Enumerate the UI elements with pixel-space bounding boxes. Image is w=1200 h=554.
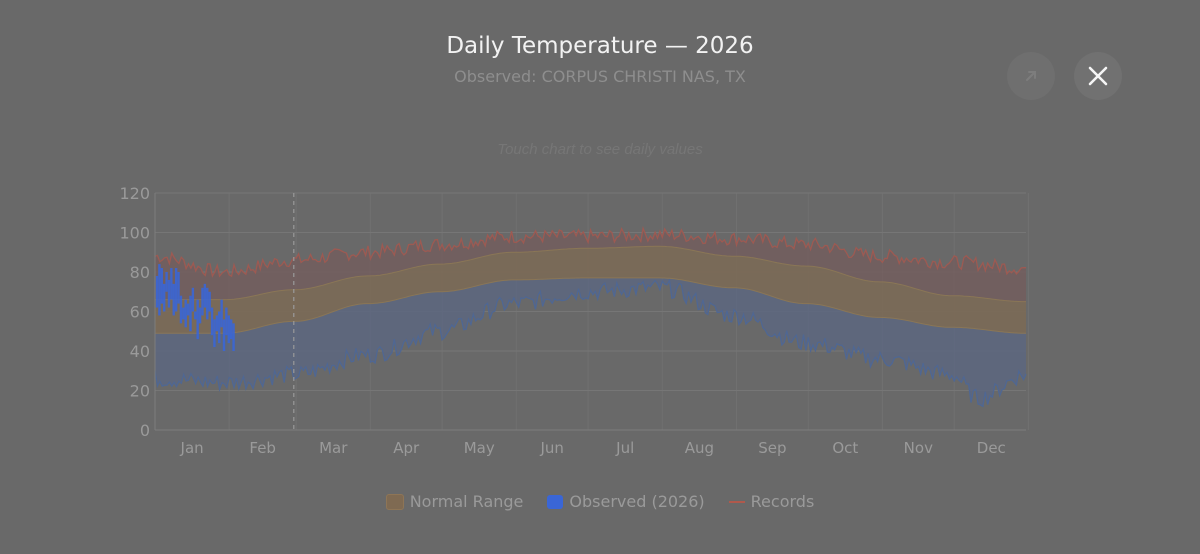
share-button[interactable] (1007, 52, 1055, 100)
normal-range-area (155, 246, 1026, 334)
x-tick-label: Sep (758, 439, 786, 457)
observed-day-bar (167, 279, 171, 308)
close-button[interactable] (1074, 52, 1122, 100)
legend-records[interactable]: Records (728, 492, 815, 511)
normal-range-band (155, 245, 1026, 334)
x-axis: Jan Feb Mar Apr May Jun Jul Aug Sep Oct Nov Dec (155, 429, 1026, 457)
x-tick-label: May (464, 439, 495, 457)
observed-day-bar (208, 291, 211, 312)
observed-day-bar (165, 272, 168, 292)
observed-day-bar (201, 287, 204, 316)
chart-legend: Normal Range Observed (2026) Records (0, 492, 1200, 511)
normal-low-line (155, 277, 1026, 334)
y-tick-label: 60 (130, 303, 150, 322)
observed-day-bar (160, 268, 163, 304)
legend-normal-range[interactable]: Normal Range (385, 492, 524, 511)
y-tick-label: 40 (130, 342, 150, 361)
x-tick-label: Dec (977, 439, 1006, 457)
y-tick-label: 0 (140, 421, 150, 440)
x-tick-label: Aug (685, 439, 714, 457)
records-band (154, 226, 1027, 408)
x-tick-label: Jun (539, 439, 563, 457)
observed-day-bar (177, 272, 180, 304)
observed-day-bar (210, 307, 214, 336)
y-tick-label: 100 (119, 224, 150, 243)
station-subtitle: Observed: CORPUS CHRISTI NAS, TX (454, 67, 746, 86)
observed-day-bar (189, 295, 192, 332)
legend-label: Normal Range (409, 492, 524, 511)
x-tick-label: Mar (319, 439, 348, 457)
observed-day-bar (158, 264, 161, 316)
y-tick-label: 80 (130, 263, 150, 282)
record-low-area (155, 277, 1026, 407)
observed-day-bar (213, 319, 216, 348)
observed-day-bar (184, 299, 187, 328)
touch-hint: Touch chart to see daily values (497, 141, 703, 158)
x-tick-label: Jan (180, 439, 204, 457)
observed-day-bar (174, 268, 178, 312)
x-tick-label: Apr (393, 439, 420, 457)
observed-day-bar (229, 319, 233, 340)
observed-day-bar (222, 319, 226, 351)
observed-day-bar (225, 307, 228, 336)
legend-label: Observed (2026) (569, 492, 705, 511)
observed-day-bar (232, 323, 235, 351)
normal-high-line (155, 245, 1026, 303)
observed-day-bar (218, 311, 221, 344)
chart-title: Daily Temperature — 2026 (446, 33, 754, 59)
observed-swatch (547, 494, 564, 509)
observed-day-bar (182, 307, 185, 320)
observed-day-bar (198, 307, 202, 324)
observed-day-bar (206, 287, 209, 320)
record-high-area (155, 228, 1026, 302)
observed-day-bar (203, 283, 207, 308)
y-axis: 0 20 40 60 80 100 120 (119, 184, 156, 440)
observed-day-bar (194, 311, 197, 320)
y-tick-label: 20 (130, 382, 150, 401)
observed-day-bar (215, 315, 219, 332)
observed-day-bar (179, 295, 183, 324)
observed-day-bar (186, 303, 190, 316)
normal-range-swatch (385, 493, 404, 510)
observed-day-bar (172, 283, 175, 316)
x-tick-label: Oct (832, 439, 858, 457)
records-swatch (728, 500, 745, 503)
record-high-line (154, 226, 1027, 278)
x-tick-label: Feb (249, 439, 276, 457)
legend-label: Records (750, 492, 815, 511)
y-tick-label: 120 (119, 184, 150, 203)
observed-day-bar (170, 268, 173, 300)
record-low-line (154, 278, 1027, 408)
observed-series (155, 264, 235, 351)
x-tick-label: Jul (615, 439, 634, 457)
observed-day-bar (191, 287, 195, 312)
observed-day-bar (220, 299, 223, 328)
observed-day-bar (155, 275, 159, 308)
observed-day-bar (196, 299, 199, 340)
share-icon (1026, 71, 1036, 81)
observed-day-bar (227, 315, 230, 344)
legend-observed[interactable]: Observed (2026) (547, 492, 705, 511)
observed-day-bar (162, 283, 166, 312)
close-icon (1088, 66, 1108, 86)
x-tick-label: Nov (904, 439, 933, 457)
